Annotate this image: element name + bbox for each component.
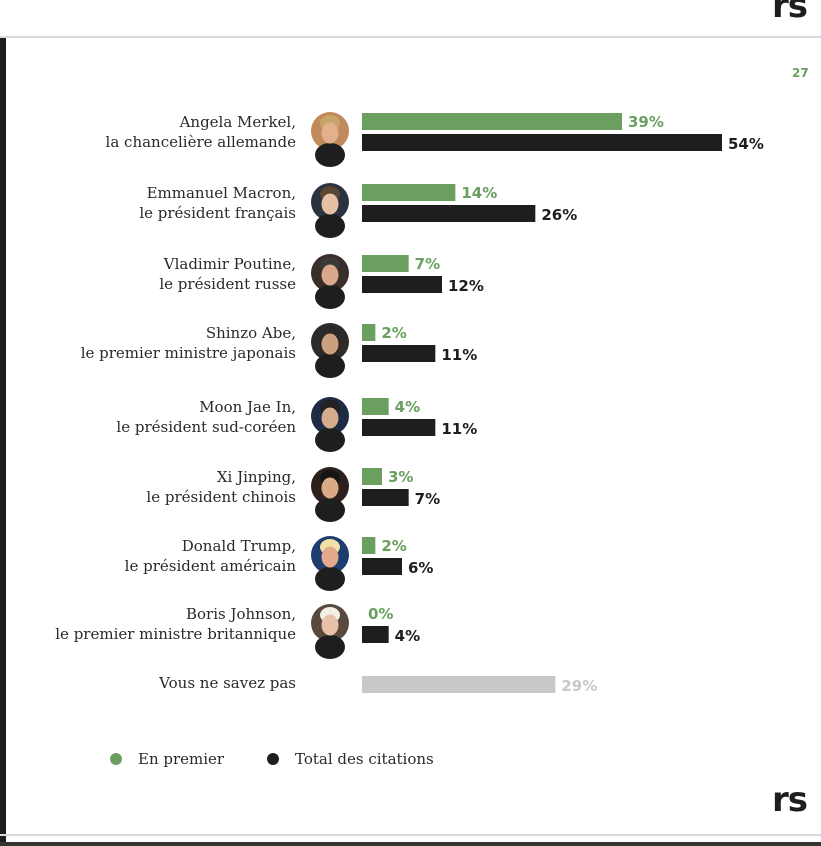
data-label-en-premier-angela-merkel: 39%: [628, 113, 664, 131]
category-role-angela-merkel: la chancelière allemande: [106, 133, 297, 151]
legend-dot-black: [267, 753, 279, 765]
category-name-emmanuel-macron: Emmanuel Macron,: [147, 184, 296, 202]
bar-total-vladimir-poutine: [362, 276, 442, 293]
bar-total-donald-trump: [362, 558, 402, 575]
legend-dot-green: [110, 753, 122, 765]
category-name-angela-merkel: Angela Merkel,: [179, 113, 296, 131]
avatar-face: [321, 264, 339, 286]
bar-en-premier-donald-trump: [362, 537, 376, 554]
avatar-shoulders: [315, 428, 345, 452]
avatar-vladimir-poutine: [311, 254, 349, 309]
brand-logo-bottom: rs: [772, 780, 808, 820]
category-role-xi-jinping: le président chinois: [146, 488, 296, 506]
category-name-vous-ne-savez-pas: Vous ne savez pas: [158, 674, 296, 692]
legend-label-total-citations: Total des citations: [295, 750, 434, 768]
category-name-moon-jae-in: Moon Jae In,: [199, 398, 296, 416]
category-name-donald-trump: Donald Trump,: [182, 537, 296, 555]
avatar-shoulders: [315, 635, 345, 659]
avatar-shoulders: [315, 498, 345, 522]
avatar-shoulders: [315, 354, 345, 378]
bottom-edge: [0, 842, 821, 846]
bar-en-premier-shinzo-abe: [362, 324, 376, 341]
data-label-vous-ne-savez-pas: 29%: [561, 677, 597, 695]
avatar-shinzo-abe: [311, 323, 349, 378]
brand-logo-top: rs: [772, 0, 808, 26]
avatar-xi-jinping: [311, 467, 349, 522]
bar-total-angela-merkel: [362, 134, 722, 151]
avatar-shoulders: [315, 143, 345, 167]
category-role-moon-jae-in: le président sud-coréen: [116, 418, 296, 436]
avatar-face: [321, 122, 339, 144]
data-label-en-premier-xi-jinping: 3%: [388, 468, 413, 486]
legend-item-total-citations: Total des citations: [267, 750, 434, 768]
data-label-en-premier-boris-johnson: 0%: [368, 605, 393, 623]
bar-en-premier-angela-merkel: [362, 113, 622, 130]
bar-total-xi-jinping: [362, 489, 409, 506]
avatar-face: [321, 193, 339, 215]
avatar-face: [321, 546, 339, 568]
top-strip: [0, 0, 821, 38]
avatar-angela-merkel: [311, 112, 349, 167]
legend-label-en-premier: En premier: [138, 750, 225, 768]
data-label-en-premier-emmanuel-macron: 14%: [461, 184, 497, 202]
left-edge-rail: [0, 0, 6, 846]
data-label-total-emmanuel-macron: 26%: [541, 206, 577, 224]
data-label-total-angela-merkel: 54%: [728, 135, 764, 153]
category-name-shinzo-abe: Shinzo Abe,: [206, 324, 296, 342]
avatar-boris-johnson: [311, 604, 349, 659]
avatar-shoulders: [315, 285, 345, 309]
category-name-boris-johnson: Boris Johnson,: [186, 605, 296, 623]
data-label-en-premier-vladimir-poutine: 7%: [415, 255, 440, 273]
avatar-donald-trump: [311, 536, 349, 591]
category-role-vladimir-poutine: le président russe: [159, 275, 296, 293]
bar-vous-ne-savez-pas: [362, 676, 556, 693]
bar-total-boris-johnson: [362, 626, 389, 643]
category-name-vladimir-poutine: Vladimir Poutine,: [163, 255, 296, 273]
data-label-total-shinzo-abe: 11%: [441, 346, 477, 364]
avatar-shoulders: [315, 214, 345, 238]
bar-total-moon-jae-in: [362, 419, 436, 436]
data-label-total-vladimir-poutine: 12%: [448, 277, 484, 295]
data-label-total-boris-johnson: 4%: [395, 627, 420, 645]
bar-total-emmanuel-macron: [362, 205, 536, 222]
avatar-emmanuel-macron: [311, 183, 349, 238]
data-label-total-moon-jae-in: 11%: [441, 420, 477, 438]
data-label-en-premier-shinzo-abe: 2%: [381, 324, 406, 342]
avatar-shoulders: [315, 567, 345, 591]
bottom-rule: [0, 834, 821, 836]
bar-total-shinzo-abe: [362, 345, 436, 362]
avatar-face: [321, 477, 339, 499]
category-role-shinzo-abe: le premier ministre japonais: [81, 344, 296, 362]
legend-item-en-premier: En premier: [110, 750, 224, 768]
category-role-donald-trump: le président américain: [125, 557, 297, 575]
bar-en-premier-vladimir-poutine: [362, 255, 409, 272]
avatar-moon-jae-in: [311, 397, 349, 452]
avatar-face: [321, 614, 339, 636]
page-number: 27: [792, 66, 809, 80]
category-role-emmanuel-macron: le président français: [139, 204, 296, 222]
avatar-face: [321, 333, 339, 355]
category-name-xi-jinping: Xi Jinping,: [217, 468, 296, 486]
data-label-en-premier-donald-trump: 2%: [381, 537, 406, 555]
bar-en-premier-xi-jinping: [362, 468, 382, 485]
bar-en-premier-emmanuel-macron: [362, 184, 456, 201]
data-label-en-premier-moon-jae-in: 4%: [395, 398, 420, 416]
data-label-total-xi-jinping: 7%: [415, 490, 440, 508]
category-role-boris-johnson: le premier ministre britannique: [55, 625, 296, 643]
bar-en-premier-moon-jae-in: [362, 398, 389, 415]
avatar-face: [321, 407, 339, 429]
data-label-total-donald-trump: 6%: [408, 559, 433, 577]
